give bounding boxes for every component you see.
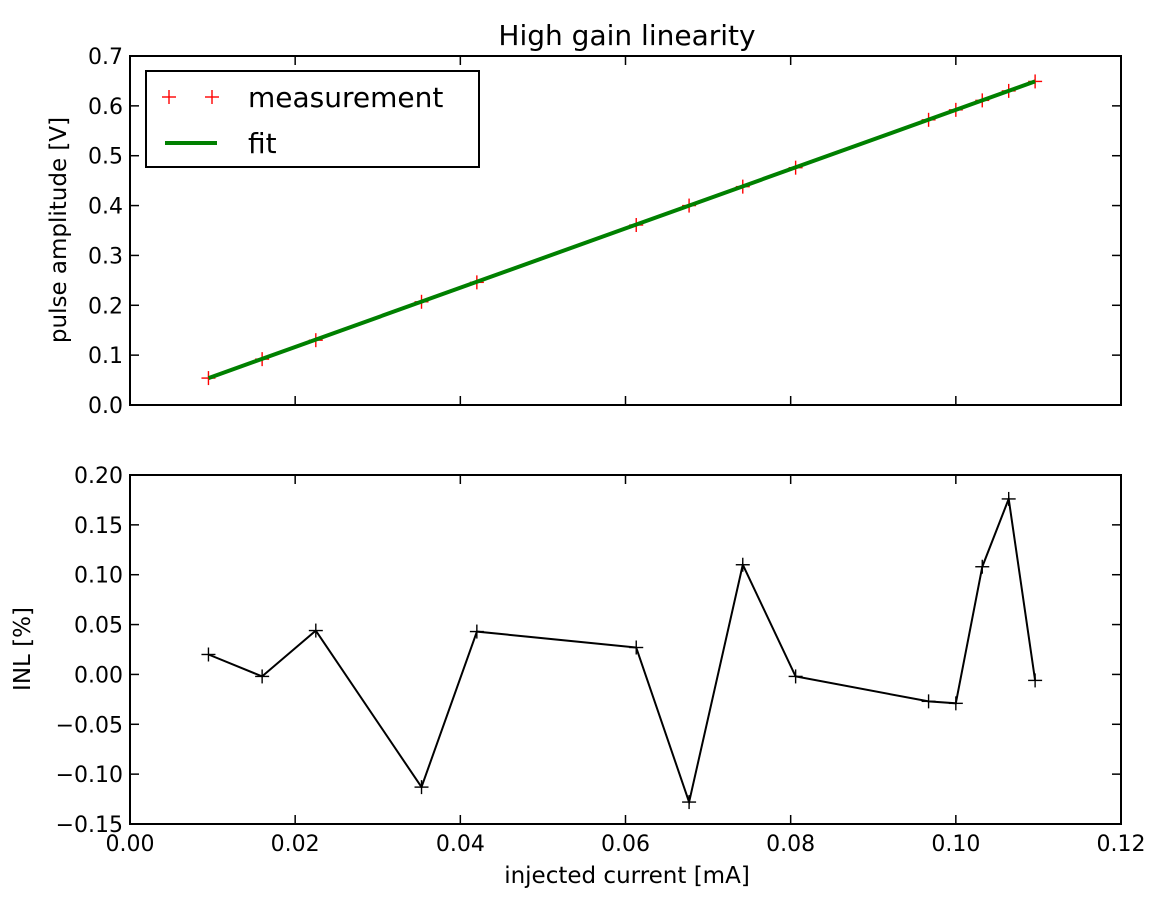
- x-tick-label: 0.02: [271, 832, 320, 857]
- inl-point: [1028, 673, 1043, 688]
- legend-box: [145, 70, 480, 168]
- y-tick-label: 0.5: [88, 145, 123, 170]
- fit-line: [207, 79, 1036, 380]
- inl-point: [788, 669, 803, 684]
- y-tick-label: −0.15: [56, 813, 123, 838]
- y-tick-label: 0.2: [88, 294, 123, 319]
- legend: measurement fit: [145, 70, 480, 168]
- x-axis-title: injected current [mA]: [504, 863, 750, 889]
- inl-point: [469, 624, 484, 639]
- x-tick-label: 0.10: [931, 832, 980, 857]
- inl-point: [201, 647, 216, 662]
- y-tick-label: −0.10: [56, 763, 123, 788]
- y-tick-label: 0.0: [88, 394, 123, 419]
- y-tick-label: 0.4: [88, 195, 123, 220]
- x-tick-label: 0.04: [436, 832, 485, 857]
- inl-panel: 0.00 0.02 0.04 0.06 0.08 0.10 0.12 −0.15 −0.10 −0…: [56, 464, 1146, 857]
- legend-label-fit: fit: [248, 127, 277, 160]
- inl-point: [308, 623, 323, 638]
- top-y-axis-title: pulse amplitude [V]: [46, 117, 72, 343]
- y-tick-label: 0.15: [74, 514, 123, 539]
- legend-measurement-marker: [205, 90, 219, 104]
- chart-title: High gain linearity: [498, 19, 755, 52]
- inl-point: [948, 696, 963, 711]
- y-tick-label: −0.05: [56, 713, 123, 738]
- x-tick-label: 0.00: [106, 832, 155, 857]
- inl-point: [921, 694, 936, 709]
- y-tick-label: 0.3: [88, 244, 123, 269]
- y-tick-label: 0.05: [74, 614, 123, 639]
- legend-measurement-marker: [162, 90, 176, 104]
- inl-point: [629, 640, 644, 655]
- y-tick-label: 0.20: [74, 464, 123, 489]
- legend-label-measurement: measurement: [248, 81, 443, 114]
- inl-point: [255, 669, 270, 684]
- plot-frame: [129, 55, 1122, 406]
- y-tick-label: 0.10: [74, 564, 123, 589]
- inl-point: [414, 780, 429, 795]
- inl-point: [735, 557, 750, 572]
- plot-frame: [129, 474, 1122, 825]
- x-tick-label: 0.08: [766, 832, 815, 857]
- inl-point: [1001, 491, 1016, 506]
- y-tick-label: 0.7: [88, 45, 123, 70]
- inl-point: [682, 795, 697, 810]
- x-tick-label: 0.06: [601, 832, 650, 857]
- inl-point: [975, 559, 990, 574]
- y-tick-label: 0.1: [88, 344, 123, 369]
- y-tick-label: 0.6: [88, 95, 123, 120]
- inl-line: [208, 495, 1037, 806]
- x-tick-label: 0.12: [1097, 832, 1146, 857]
- amplitude-panel: 0.0 0.1 0.2 0.3 0.4 0.5 0.6 0.7 measurement fit: [88, 45, 1122, 419]
- bottom-y-axis-title: INL [%]: [10, 607, 36, 691]
- y-tick-label: 0.00: [74, 663, 123, 688]
